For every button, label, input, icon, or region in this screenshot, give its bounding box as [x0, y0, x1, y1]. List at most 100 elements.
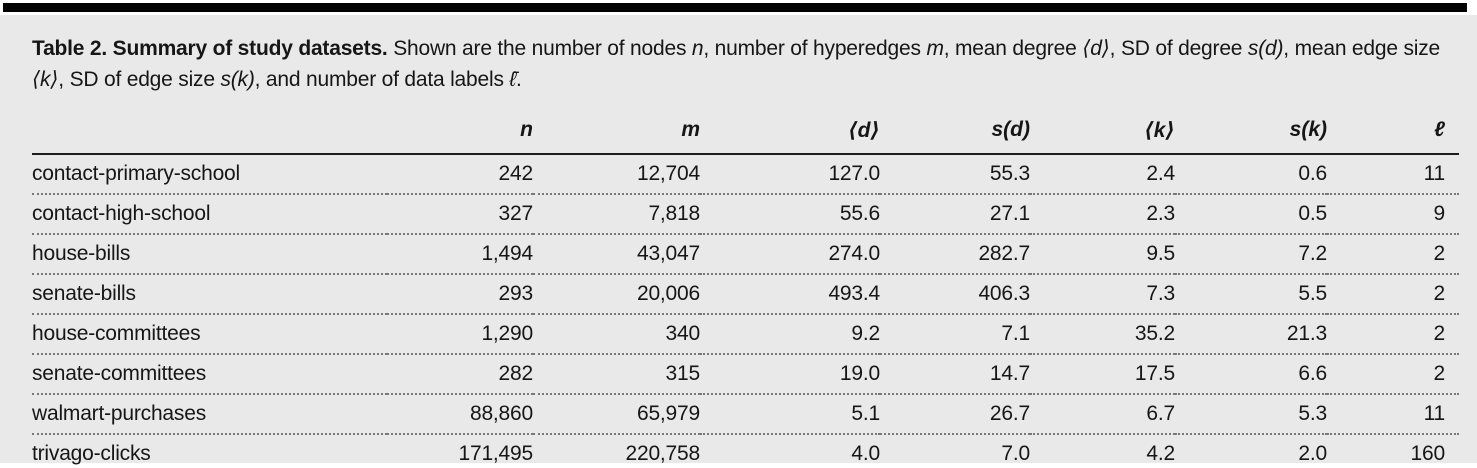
table-cell-d: 127.0 [700, 154, 880, 195]
table-cell-d: 493.4 [700, 274, 880, 315]
table-cell-n: 293 [387, 274, 533, 315]
table-cell-l: 2 [1327, 234, 1459, 275]
table-cell-k: 2.4 [1030, 154, 1175, 195]
caption-segment: ℓ̄ [509, 68, 516, 91]
table-cell-d: 19.0 [700, 354, 880, 395]
table-cell-sk: 7.2 [1175, 234, 1327, 275]
table-cell-d: 9.2 [700, 314, 880, 355]
table-cell-d: 4.0 [851, 442, 880, 465]
column-header-n: n [387, 107, 533, 155]
caption-segment: , and number of data labels [254, 68, 510, 91]
table-cell-sk: 2.0 [1298, 442, 1327, 465]
caption-segment: s(k) [220, 68, 255, 91]
table-body: contact-primary-school 242 12,704 127.0 55.3… [32, 154, 1459, 468]
table-cell-m: 43,047 [533, 234, 700, 275]
table-cell-k: 7.3 [1030, 274, 1175, 315]
table-cell-sk: 5.3 [1175, 394, 1327, 435]
caption-segment: , number of hyperedges [703, 37, 927, 60]
caption-segment: n [691, 37, 704, 60]
dataset-name-cell: house-bills [32, 234, 387, 275]
table-cell-d: 5.1 [700, 394, 880, 435]
table-cell-sd: 7.1 [880, 314, 1030, 355]
column-header-k: ⟨k⟩ [1030, 107, 1175, 155]
top-rule-bar [3, 3, 1467, 12]
dataset-name-cell: contact-high-school [32, 194, 387, 235]
table-cell-n: 1,494 [387, 234, 533, 275]
column-header-sd: s(d) [880, 107, 1030, 155]
table-row: contact-primary-school 242 12,704 127.0 55.3… [32, 154, 1459, 195]
dataset-name-cell: trivago-clicks [32, 442, 151, 465]
datasets-table: n m ⟨d⟩ s(d) ⟨k⟩ s(k) ℓ contact-primary-school… [32, 107, 1459, 468]
table-cell-l: 2 [1327, 274, 1459, 315]
table-cell-sk: 6.6 [1175, 354, 1327, 395]
caption-segment: . [515, 68, 522, 91]
table-cell-k: 17.5 [1030, 354, 1175, 395]
table-row: contact-high-school 327 7,818 55.6 27.1 2.3 0.… [32, 194, 1459, 235]
table-cell-sd: 406.3 [880, 274, 1030, 315]
table-cell-l: 11 [1327, 154, 1459, 195]
table-cell-k: 2.3 [1030, 194, 1175, 235]
table-caption: Table 2. Summary of study datasets. Show… [32, 33, 1445, 95]
table-cell-l: 2 [1327, 354, 1459, 395]
table-row: trivago-clicks 171,495 220,758 4.0 7.0 4.2 2.0… [32, 434, 1459, 468]
caption-segment: Shown are the number of nodes [387, 37, 692, 60]
caption-segment: ⟨d⟩ [1082, 37, 1110, 60]
table-cell-l: 11 [1327, 394, 1459, 435]
table-cell-sk: 0.6 [1175, 154, 1327, 195]
table-row: walmart-purchases 88,860 65,979 5.1 26.7 6.7 5… [32, 394, 1459, 435]
table-cell-k: 35.2 [1030, 314, 1175, 355]
caption-segment: ⟨k⟩ [32, 68, 59, 91]
table-cell-l: 160 [1410, 442, 1446, 465]
table-cell-sd: 282.7 [880, 234, 1030, 275]
table-cell-sd: 7.0 [1001, 442, 1030, 465]
table-cell-sk: 0.5 [1175, 194, 1327, 235]
table-cell-d: 274.0 [700, 234, 880, 275]
table-cell-sd: 55.3 [880, 154, 1030, 195]
dataset-name-cell: senate-bills [32, 274, 387, 315]
caption-segment: , SD of edge size [58, 68, 221, 91]
table-cell-n: 282 [387, 354, 533, 395]
table-cell-m: 220,758 [625, 442, 700, 465]
table-cell-sd: 26.7 [880, 394, 1030, 435]
table-cell-m: 7,818 [533, 194, 700, 235]
table-cell-m: 12,704 [533, 154, 700, 195]
dataset-name-cell: walmart-purchases [32, 394, 387, 435]
table-cell-m: 340 [533, 314, 700, 355]
caption-segment: , mean degree [943, 37, 1083, 60]
column-header-m: m [533, 107, 700, 155]
column-header-sk: s(k) [1175, 107, 1327, 155]
table-row: senate-committees 282 315 19.0 14.7 17.5 6.6 2 [32, 354, 1459, 395]
caption-segment: Table 2. Summary of study datasets. [32, 37, 388, 60]
table-cell-k: 6.7 [1030, 394, 1175, 435]
table-row: house-bills 1,494 43,047 274.0 282.7 9.5 7.2 2 [32, 234, 1459, 275]
table-cell-n: 327 [387, 194, 533, 235]
caption-segment: , SD of degree [1109, 37, 1248, 60]
table-cell-sd: 14.7 [880, 354, 1030, 395]
table-cell-l: 9 [1327, 194, 1459, 235]
table-cell-m: 65,979 [533, 394, 700, 435]
column-header-l: ℓ [1327, 107, 1459, 155]
column-header-d: ⟨d⟩ [700, 107, 880, 155]
table-cell-k: 4.2 [1146, 442, 1175, 465]
table-cell-d: 55.6 [700, 194, 880, 235]
table-head: n m ⟨d⟩ s(d) ⟨k⟩ s(k) ℓ [32, 107, 1459, 155]
table-cell-k: 9.5 [1030, 234, 1175, 275]
caption-segment: m [926, 37, 944, 60]
table-cell-sk: 21.3 [1175, 314, 1327, 355]
dataset-name-cell: house-committees [32, 314, 387, 355]
column-header-name [32, 107, 387, 155]
table-cell-n: 1,290 [387, 314, 533, 355]
table-cell-n: 88,860 [387, 394, 533, 435]
table-cell-m: 315 [533, 354, 700, 395]
table-cell-sd: 27.1 [880, 194, 1030, 235]
table-row: house-committees 1,290 340 9.2 7.1 35.2 21.3 2 [32, 314, 1459, 355]
table-row: senate-bills 293 20,006 493.4 406.3 7.3 5.5 2 [32, 274, 1459, 315]
dataset-name-cell: contact-primary-school [32, 154, 387, 195]
table-cell-sk: 5.5 [1175, 274, 1327, 315]
caption-segment: , mean edge size [1283, 37, 1441, 60]
table-cell-n: 171,495 [458, 442, 533, 465]
table-cell-n: 242 [387, 154, 533, 195]
caption-segment: s(d) [1247, 37, 1284, 60]
table-header-row: n m ⟨d⟩ s(d) ⟨k⟩ s(k) ℓ [32, 107, 1459, 155]
